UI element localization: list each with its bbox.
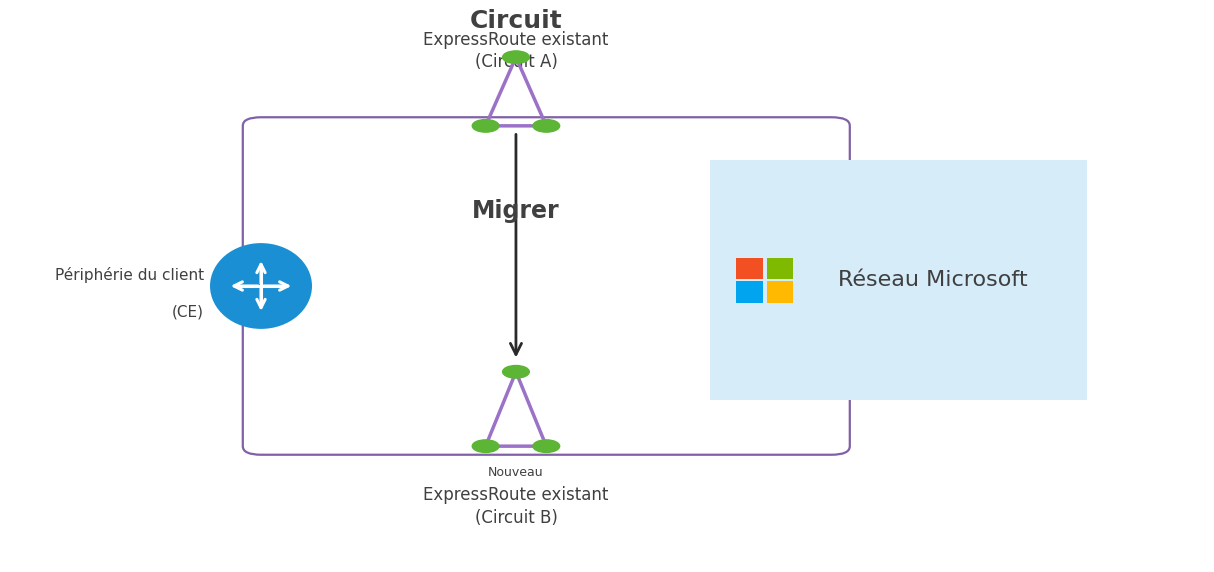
Bar [736, 281, 762, 303]
Text: (CE): (CE) [172, 304, 204, 319]
Bar [766, 281, 793, 303]
Text: ExpressRoute existant: ExpressRoute existant [424, 31, 608, 49]
Circle shape [533, 120, 560, 132]
Text: (Circuit B): (Circuit B) [475, 509, 557, 527]
Bar [710, 160, 1087, 400]
Text: Périphérie du client: Périphérie du client [55, 267, 204, 283]
Text: Circuit: Circuit [470, 9, 562, 33]
Circle shape [472, 120, 499, 132]
Bar [766, 257, 793, 280]
Circle shape [503, 51, 529, 63]
Text: Nouveau: Nouveau [488, 466, 544, 479]
Text: ExpressRoute existant: ExpressRoute existant [424, 486, 608, 504]
Circle shape [503, 366, 529, 378]
Text: Réseau Microsoft: Réseau Microsoft [838, 271, 1027, 290]
Circle shape [533, 440, 560, 452]
Ellipse shape [210, 243, 312, 329]
Circle shape [472, 440, 499, 452]
Text: (Circuit A): (Circuit A) [475, 53, 557, 70]
Text: Migrer: Migrer [472, 199, 560, 223]
Bar [736, 257, 762, 280]
